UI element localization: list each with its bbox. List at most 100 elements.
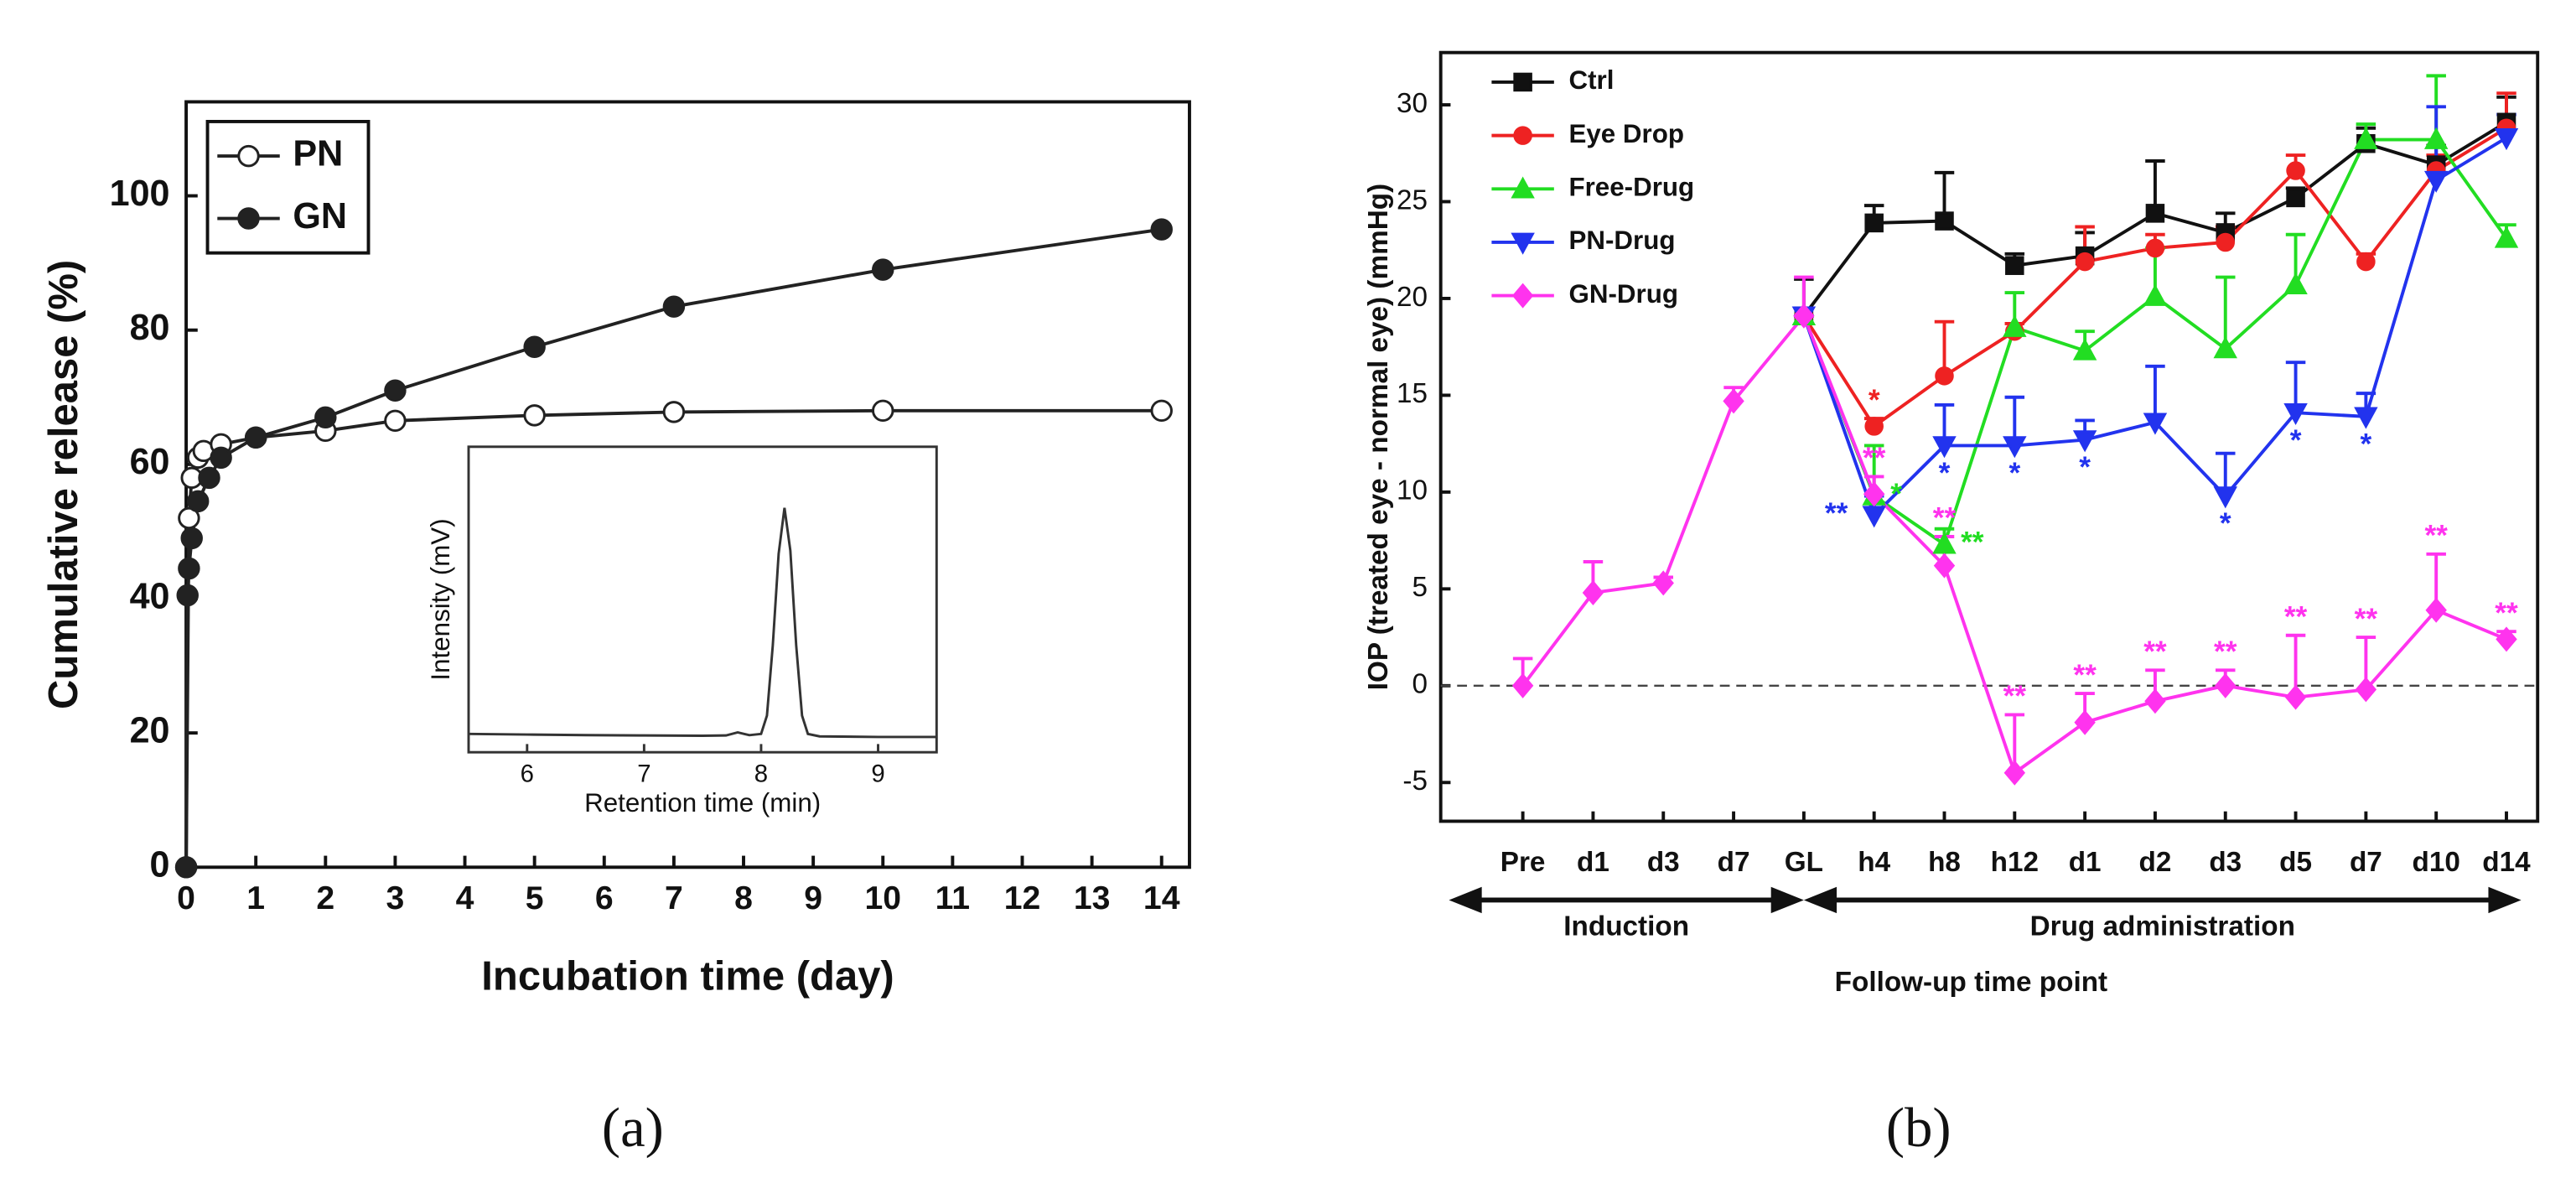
marker <box>662 401 686 423</box>
significance-mark: ** <box>2284 600 2308 633</box>
marker <box>2216 232 2236 252</box>
arrow-head <box>1770 886 1804 914</box>
plot-frame <box>1438 50 2540 823</box>
marker <box>1864 417 1884 436</box>
marker <box>523 335 546 358</box>
y-tick-label: 5 <box>1412 572 1428 603</box>
marker <box>210 446 232 470</box>
marker <box>2145 238 2165 258</box>
marker <box>1582 579 1604 605</box>
marker <box>1513 126 1532 145</box>
marker <box>384 409 407 433</box>
marker <box>1862 506 1886 528</box>
marker <box>2354 127 2378 149</box>
y-axis-label: Intensity (mV) <box>426 518 455 680</box>
x-axis-label: Follow-up time point <box>1835 967 2108 998</box>
marker <box>2283 402 2308 426</box>
significance-mark: ** <box>1863 442 1886 475</box>
y-tick-label: 0 <box>150 845 170 885</box>
significance-mark: ** <box>2003 680 2027 713</box>
marker <box>2072 338 2097 361</box>
marker <box>2005 256 2024 275</box>
marker <box>2075 252 2095 272</box>
y-tick-label: 0 <box>1412 669 1428 700</box>
significance-mark: ** <box>1825 497 1848 530</box>
significance-mark: * <box>1869 384 1880 417</box>
marker <box>2143 283 2168 306</box>
y-axis-label: IOP (treated eye - normal eye) (mmHg) <box>1363 184 1394 690</box>
marker <box>872 258 894 281</box>
marker <box>2143 413 2168 435</box>
marker <box>1932 436 1957 459</box>
marker <box>2213 486 2237 509</box>
legend-label: Eye Drop <box>1568 119 1684 148</box>
significance-mark: ** <box>1933 502 1957 535</box>
marker <box>2423 127 2449 149</box>
x-tick-label: 13 <box>1074 880 1111 916</box>
trace <box>468 507 937 739</box>
y-tick-label: 30 <box>1397 88 1428 119</box>
significance-mark: ** <box>1961 527 1984 559</box>
marker <box>1150 218 1173 241</box>
marker <box>2494 128 2519 151</box>
x-tick-label: 11 <box>936 880 970 916</box>
x-tick-label: d1 <box>1577 847 1609 878</box>
x-tick-label: GL <box>1785 847 1823 878</box>
marker <box>2494 226 2519 248</box>
marker <box>1864 213 1884 233</box>
marker <box>2286 188 2305 208</box>
x-axis-label: Incubation time (day) <box>481 953 894 999</box>
significance-mark: ** <box>2495 597 2518 630</box>
legend-label: GN <box>293 196 347 236</box>
x-tick-label: d3 <box>1647 847 1680 878</box>
marker <box>2003 436 2027 459</box>
x-tick-label: h4 <box>1858 847 1890 878</box>
marker <box>1511 672 1534 698</box>
arrow-head <box>1803 886 1837 914</box>
marker <box>523 404 546 427</box>
x-tick-label: 12 <box>1004 880 1041 916</box>
x-tick-label: 3 <box>386 880 405 916</box>
y-tick-label: -5 <box>1402 766 1428 797</box>
significance-mark: ** <box>2143 636 2167 668</box>
marker <box>2496 626 2517 652</box>
x-tick-label: d1 <box>2069 847 2102 878</box>
marker <box>1652 570 1674 596</box>
significance-mark: * <box>1890 478 1902 511</box>
legend-label: PN <box>293 133 343 174</box>
marker <box>2215 672 2237 698</box>
marker <box>2213 336 2237 359</box>
significance-mark: ** <box>2355 603 2378 636</box>
marker <box>662 295 686 318</box>
marker <box>1723 388 1744 414</box>
x-tick-label: 9 <box>804 880 822 916</box>
x-tick-label: 2 <box>316 880 334 916</box>
marker <box>1935 366 1954 386</box>
y-tick-label: 40 <box>130 576 170 616</box>
y-tick-label: 20 <box>130 711 170 751</box>
x-tick-label: 6 <box>595 880 614 916</box>
x-tick-label: 9 <box>871 760 884 787</box>
marker <box>2145 204 2165 223</box>
significance-mark: ** <box>2424 520 2448 553</box>
marker <box>2003 760 2026 786</box>
significance-mark: * <box>2079 451 2091 484</box>
x-tick-label: d7 <box>2350 847 2382 878</box>
marker <box>2144 688 2166 714</box>
marker <box>186 490 210 513</box>
x-tick-label: h12 <box>1991 847 2039 878</box>
y-tick-label: 20 <box>1397 282 1428 313</box>
marker <box>2354 407 2378 429</box>
x-tick-label: 0 <box>177 880 195 916</box>
phase-label: Drug administration <box>2030 911 2295 942</box>
x-tick-label: d7 <box>1718 847 1750 878</box>
significance-mark: ** <box>2214 636 2237 668</box>
x-tick-label: 8 <box>734 880 753 916</box>
marker <box>2286 161 2305 180</box>
x-tick-label: h8 <box>1928 847 1961 878</box>
marker <box>1863 481 1885 507</box>
marker <box>2072 430 2097 453</box>
y-tick-label: 10 <box>1397 475 1428 506</box>
y-tick-label: 100 <box>110 174 170 214</box>
marker <box>2283 272 2308 295</box>
